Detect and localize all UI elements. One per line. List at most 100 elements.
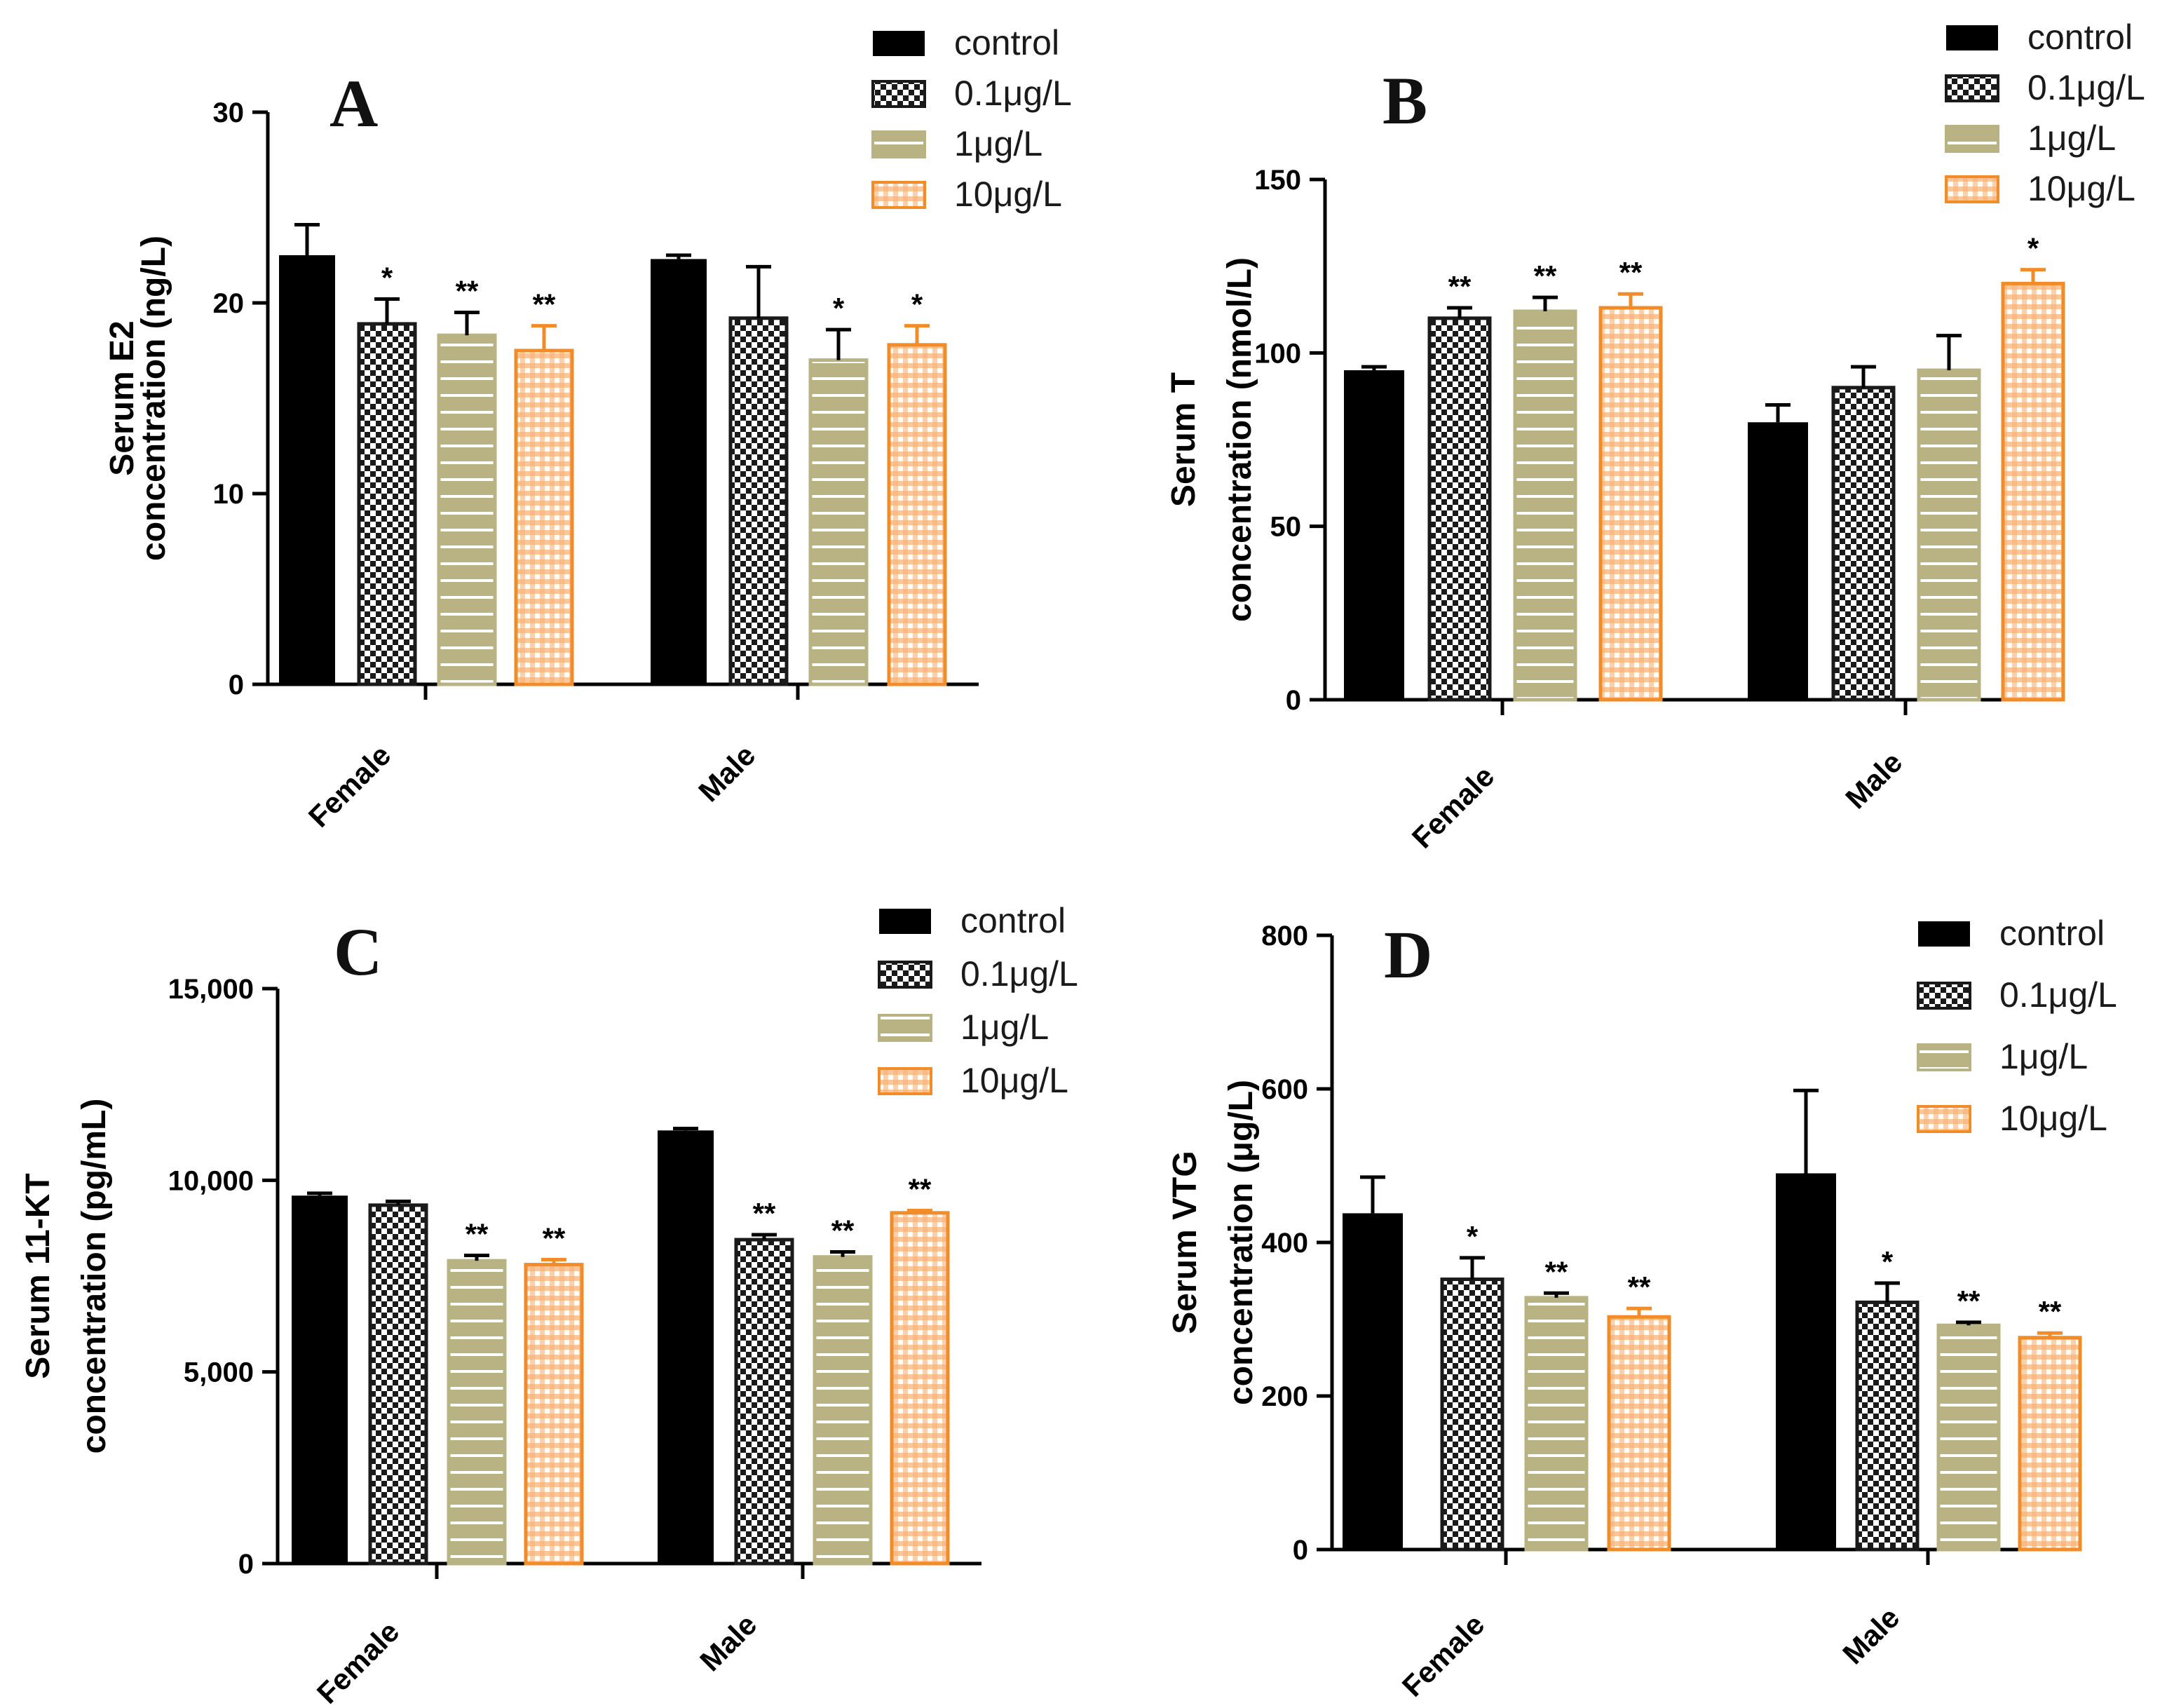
- legend-label-s3: 10μg/L: [960, 1061, 1068, 1100]
- significance-marker: **: [1545, 1255, 1568, 1288]
- y-axis-label-line1: Serum T: [1165, 372, 1202, 507]
- panel-letter: A: [330, 66, 378, 141]
- chart-panel-d: D Serum VTG concentration (μg/L) 0 200 400 600…: [1167, 914, 2117, 1703]
- y-axis-label-line1: Serum 11-KT: [20, 1173, 57, 1378]
- legend-label-s1: 0.1μg/L: [1999, 975, 2117, 1015]
- bar-female-s3: [514, 348, 574, 686]
- bar-male-s1: [1831, 386, 1896, 702]
- y-tick-label: 10: [213, 479, 245, 510]
- legend-swatch-s3: [878, 1067, 932, 1095]
- bar-male-s3: [2001, 281, 2065, 702]
- bar-female-s1: [357, 322, 417, 686]
- category-label-female: Female: [1396, 1608, 1491, 1703]
- legend-swatch-s0: [873, 31, 925, 56]
- significance-marker: **: [2039, 1295, 2062, 1328]
- legend-label-s3: 10μg/L: [954, 175, 1062, 214]
- legend-swatch-s1: [1945, 74, 1999, 102]
- legend-label-s2: 1μg/L: [1999, 1037, 2088, 1076]
- significance-marker: *: [911, 288, 923, 321]
- legend-swatch-s0: [879, 909, 931, 934]
- legend-swatch-s2: [871, 130, 926, 158]
- bar-female-s3: [1607, 1315, 1671, 1552]
- bar-male-s3: [887, 343, 947, 686]
- y-tick-label: 5,000: [184, 1357, 254, 1388]
- significance-marker: **: [543, 1221, 566, 1254]
- significance-marker: **: [1628, 1270, 1651, 1303]
- y-axis-label-line2: concentration (pg/mL): [76, 1099, 113, 1454]
- legend-label-s1: 0.1μg/L: [960, 954, 1078, 994]
- bar-male-s1: [728, 316, 789, 686]
- legend-swatch-s2: [878, 1014, 932, 1042]
- bar-female-s2: [447, 1259, 507, 1566]
- chart-panel-b: B Serum T concentration (nmol/L) 0 50 100 150 F…: [1165, 18, 2145, 855]
- bar-male-s1: [734, 1238, 794, 1566]
- significance-marker: *: [2027, 232, 2039, 265]
- legend-label-s2: 1μg/L: [2027, 118, 2116, 158]
- significance-marker: *: [381, 262, 393, 294]
- y-axis-label-line1: Serum E2: [104, 320, 141, 475]
- y-tick-label: 50: [1270, 512, 1302, 543]
- bar-male-s3: [2018, 1336, 2082, 1552]
- y-tick-label: 20: [213, 288, 245, 319]
- legend-label-s1: 0.1μg/L: [954, 74, 1072, 113]
- legend-label-s3: 10μg/L: [1999, 1099, 2107, 1138]
- category-label-male: Male: [1836, 1601, 1905, 1670]
- legend-label-s0: control: [954, 23, 1059, 62]
- y-tick-label: 800: [1261, 921, 1308, 951]
- bar-female-s0: [292, 1195, 348, 1564]
- y-tick-label: 0: [1286, 685, 1301, 716]
- y-tick-label: 100: [1254, 338, 1301, 369]
- category-label-male: Male: [1839, 745, 1908, 815]
- category-label-female: Female: [302, 738, 398, 834]
- significance-marker: **: [909, 1173, 932, 1206]
- panel-letter: D: [1384, 917, 1432, 992]
- significance-marker: **: [831, 1214, 855, 1247]
- y-tick-label: 200: [1261, 1381, 1308, 1412]
- bar-male-s1: [1855, 1300, 1920, 1552]
- legend-swatch-s2: [1917, 1043, 1971, 1071]
- significance-marker: **: [753, 1197, 776, 1230]
- legend-label-s2: 1μg/L: [960, 1008, 1049, 1047]
- bar-male-s0: [1776, 1173, 1836, 1550]
- category-label-female: Female: [311, 1615, 406, 1708]
- y-axis-label-line2: concentration (nmol/L): [1221, 257, 1258, 622]
- bar-female-s1: [1440, 1277, 1504, 1552]
- y-tick-label: 0: [229, 670, 244, 700]
- significance-marker: *: [1882, 1245, 1894, 1278]
- bar-female-s1: [368, 1203, 428, 1566]
- category-label-male: Male: [693, 1608, 763, 1677]
- y-axis-label-line1: Serum VTG: [1167, 1151, 1204, 1334]
- significance-marker: **: [1448, 270, 1472, 303]
- bar-female-s2: [1513, 309, 1577, 702]
- bar-female-s2: [437, 333, 497, 686]
- significance-marker: **: [533, 288, 556, 321]
- bar-female-s3: [1598, 306, 1663, 702]
- legend-swatch-s0: [1946, 25, 1998, 50]
- legend-label-s3: 10μg/L: [2027, 169, 2135, 208]
- legend-swatch-s3: [871, 181, 926, 209]
- bar-female-s0: [1344, 370, 1404, 700]
- legend-label-s0: control: [2027, 18, 2133, 57]
- legend-swatch-s0: [1918, 921, 1970, 947]
- panel-letter: C: [334, 914, 382, 989]
- legend-swatch-s1: [1917, 982, 1971, 1010]
- legend-label-s0: control: [1999, 914, 2105, 953]
- y-tick-label: 15,000: [168, 974, 254, 1005]
- y-tick-label: 10,000: [168, 1165, 254, 1196]
- y-tick-label: 150: [1254, 165, 1301, 196]
- y-axis-label-line2: concentration (ng/L): [135, 236, 172, 561]
- significance-marker: **: [1619, 256, 1643, 289]
- category-label-female: Female: [1406, 759, 1501, 855]
- bar-male-s3: [890, 1211, 950, 1566]
- bar-male-s2: [1936, 1323, 2001, 1552]
- legend-swatch-s1: [878, 961, 932, 989]
- legend-swatch-s2: [1945, 125, 1999, 153]
- y-tick-label: 0: [1293, 1535, 1308, 1566]
- legend-label-s0: control: [960, 901, 1066, 940]
- bar-male-s0: [651, 259, 707, 684]
- significance-marker: **: [466, 1217, 489, 1250]
- significance-marker: *: [833, 292, 845, 325]
- significance-marker: *: [1467, 1220, 1479, 1253]
